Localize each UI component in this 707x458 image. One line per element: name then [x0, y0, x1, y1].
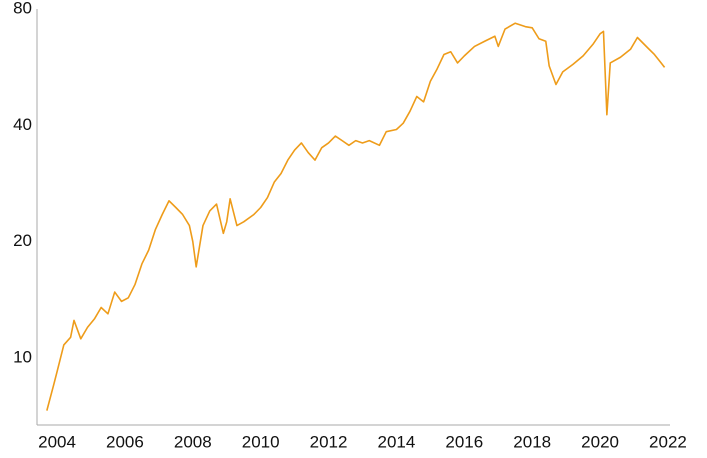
x-tick-label: 2014 [378, 432, 416, 451]
y-tick-label: 10 [13, 347, 32, 366]
y-tick-label: 80 [13, 0, 32, 17]
x-tick-label: 2004 [38, 432, 76, 451]
x-tick-label: 2008 [174, 432, 212, 451]
x-tick-label: 2016 [445, 432, 483, 451]
y-tick-label: 20 [13, 231, 32, 250]
x-tick-label: 2020 [581, 432, 619, 451]
x-tick-label: 2012 [310, 432, 348, 451]
y-tick-label: 40 [13, 115, 32, 134]
line [46, 22, 666, 411]
x-tick-label: 2006 [106, 432, 144, 451]
x-tick-label: 2022 [649, 432, 687, 451]
x-tick-label: 2018 [513, 432, 551, 451]
x-tick-label: 2010 [242, 432, 280, 451]
